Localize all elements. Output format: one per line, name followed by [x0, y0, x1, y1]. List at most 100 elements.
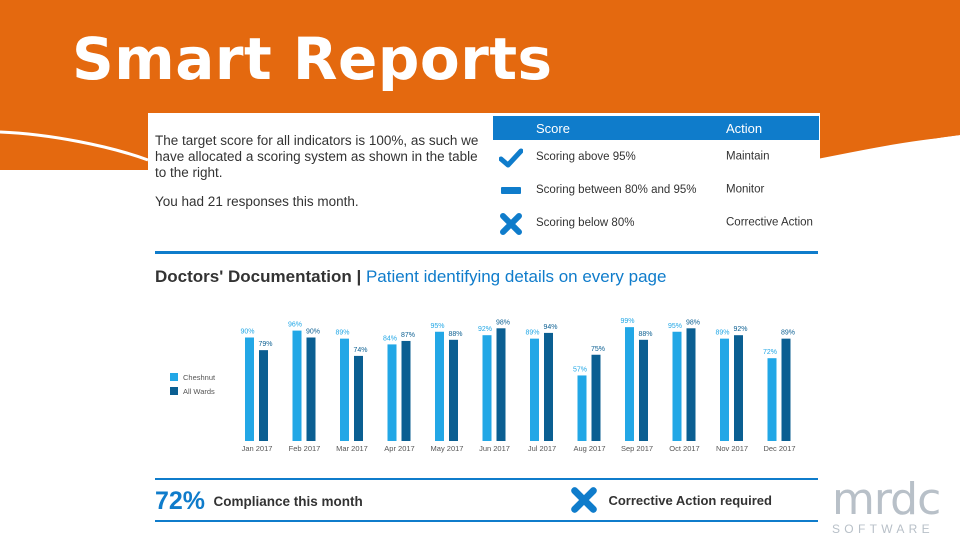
legend-label: Cheshnut: [183, 373, 216, 382]
legend-label: All Wards: [183, 387, 215, 396]
bar-cheshnut: [720, 338, 729, 441]
score-table: Score Action Scoring above 95% Maintain …: [493, 116, 819, 239]
x-tick-label: Feb 2017: [289, 444, 321, 453]
section-divider: [155, 251, 818, 254]
data-label: 95%: [668, 323, 682, 330]
data-label: 92%: [733, 326, 747, 333]
score-action: Monitor: [726, 182, 765, 195]
x-tick-label: Jun 2017: [479, 444, 510, 453]
data-label: 96%: [288, 322, 302, 329]
data-label: 92%: [478, 326, 492, 333]
bar-cheshnut: [672, 331, 682, 441]
footer-divider-bottom: [155, 520, 818, 522]
data-label: 90%: [240, 329, 254, 336]
bar-all-wards: [734, 335, 743, 441]
bar-cheshnut: [245, 337, 254, 441]
bar-all-wards: [401, 340, 411, 441]
section-title-separator: |: [351, 267, 366, 286]
corrective-label: Corrective Action required: [608, 492, 772, 508]
bar-cheshnut: [292, 330, 302, 441]
data-label: 84%: [383, 335, 397, 342]
compliance-summary: 72% Compliance this month: [155, 487, 363, 516]
bar-all-wards: [259, 350, 268, 441]
x-tick-label: May 2017: [431, 444, 464, 453]
data-label: 89%: [525, 330, 539, 337]
legend-swatch: [170, 373, 178, 381]
data-label: 90%: [306, 329, 320, 336]
bar-all-wards: [496, 328, 506, 441]
x-tick-label: Jul 2017: [528, 444, 556, 453]
bar-all-wards: [639, 339, 648, 441]
bar-cheshnut: [625, 327, 634, 441]
x-tick-label: Jan 2017: [242, 444, 273, 453]
cross-icon: [571, 487, 597, 513]
bar-cheshnut: [767, 358, 777, 441]
bar-cheshnut: [577, 375, 587, 441]
score-header: Score: [536, 120, 570, 136]
report-panel: The target score for all indicators is 1…: [148, 113, 820, 525]
cross-icon: [500, 213, 522, 235]
x-tick-label: Nov 2017: [716, 444, 748, 453]
bar-cheshnut: [482, 335, 492, 441]
bar-cheshnut: [387, 344, 397, 441]
data-label: 95%: [430, 323, 444, 330]
section-title-highlight: Patient identifying details on every pag…: [365, 267, 667, 286]
x-tick-label: Mar 2017: [336, 444, 368, 453]
data-label: 87%: [401, 332, 415, 339]
compliance-label: Compliance this month: [213, 494, 363, 509]
data-label: 98%: [496, 319, 510, 326]
score-desc: Scoring between 80% and 95%: [536, 183, 697, 196]
x-tick-label: Apr 2017: [384, 444, 414, 453]
x-tick-label: Dec 2017: [763, 444, 795, 453]
data-label: 89%: [781, 330, 795, 337]
data-label: 74%: [353, 347, 367, 354]
score-desc: Scoring above 95%: [536, 150, 636, 163]
data-label: 72%: [763, 349, 777, 356]
data-label: 75%: [591, 346, 605, 353]
logo-mark: mrdc: [832, 474, 941, 525]
slide-title: Smart Reports: [72, 25, 553, 93]
responses-count: You had 21 responses this month.: [155, 193, 359, 209]
x-tick-label: Aug 2017: [573, 444, 605, 453]
corrective-status: Corrective Action required: [570, 486, 772, 514]
bar-all-wards: [544, 332, 553, 441]
score-action: Maintain: [726, 149, 770, 162]
bar-cheshnut: [435, 331, 444, 441]
bar-cheshnut: [340, 338, 349, 441]
compliance-bar-chart: 90% 79% Jan 2017 96% 90% Feb 2017 89% 74% Mar 20…: [170, 318, 796, 453]
mrdc-logo: mrdc SOFTWARE: [832, 474, 941, 536]
legend-swatch: [170, 387, 178, 395]
score-row: Scoring above 95% Maintain: [493, 140, 819, 173]
x-tick-label: Oct 2017: [669, 444, 699, 453]
data-label: 89%: [715, 330, 729, 337]
logo-subtitle: SOFTWARE: [832, 521, 934, 536]
x-tick-label: Sep 2017: [621, 444, 653, 453]
data-label: 57%: [573, 366, 587, 373]
score-desc: Scoring below 80%: [536, 216, 635, 229]
data-label: 89%: [335, 330, 349, 337]
compliance-percentage: 72%: [155, 487, 206, 515]
intro-text: The target score for all indicators is 1…: [155, 133, 480, 210]
data-label: 79%: [258, 341, 272, 348]
data-label: 99%: [620, 318, 634, 325]
intro-paragraph: The target score for all indicators is 1…: [155, 133, 479, 181]
bar-all-wards: [354, 355, 363, 441]
bar-all-wards: [306, 337, 316, 441]
footer-divider-top: [155, 478, 818, 480]
section-title-main: Doctors' Documentation: [155, 267, 352, 286]
bar-all-wards: [686, 328, 696, 441]
section-title: Doctors' Documentation | Patient identif…: [155, 267, 666, 287]
score-table-header: Score Action: [493, 116, 819, 140]
score-row: Scoring between 80% and 95% Monitor: [493, 173, 819, 206]
bar-cheshnut: [530, 338, 539, 441]
data-label: 98%: [686, 319, 700, 326]
data-label: 88%: [448, 331, 462, 338]
bar-all-wards: [591, 354, 601, 441]
score-action: Corrective Action: [726, 215, 813, 228]
data-label: 88%: [638, 331, 652, 338]
action-header: Action: [726, 120, 763, 136]
score-row: Scoring below 80% Corrective Action: [493, 206, 819, 239]
check-icon: [499, 148, 523, 168]
data-label: 94%: [543, 324, 557, 331]
bar-all-wards: [781, 338, 791, 441]
